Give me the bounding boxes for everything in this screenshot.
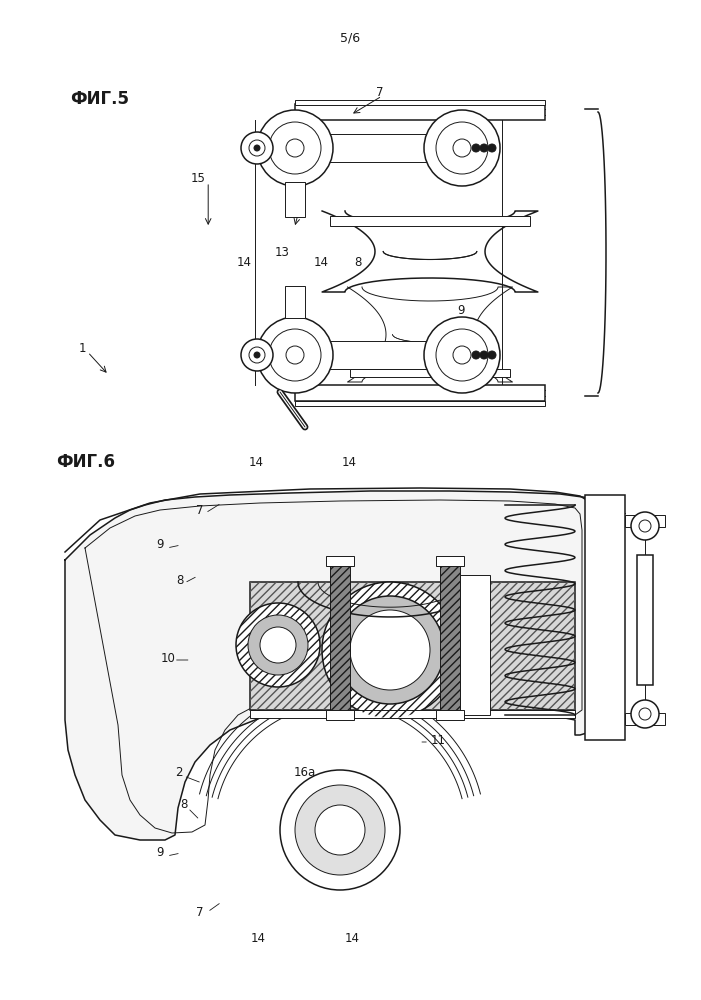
Circle shape [249,347,265,363]
Circle shape [241,132,273,164]
Text: 14: 14 [248,456,264,468]
Text: 14: 14 [313,255,329,268]
Text: 10: 10 [161,652,176,664]
Bar [295,134,476,162]
Bar [295,341,476,369]
Circle shape [257,110,333,186]
Circle shape [269,329,321,381]
Text: 11: 11 [430,734,446,746]
Polygon shape [348,287,512,382]
Text: 7: 7 [376,86,383,99]
Circle shape [480,144,488,152]
Bar [326,556,354,566]
Bar [460,575,490,715]
Text: 17a: 17a [294,616,316,630]
Circle shape [257,317,333,393]
Text: ФИГ.6: ФИГ.6 [56,453,115,471]
Bar [295,385,545,401]
Text: 7: 7 [196,504,203,516]
Circle shape [241,339,273,371]
Text: 19: 19 [292,172,308,184]
Circle shape [286,139,304,157]
Bar [250,582,575,710]
Circle shape [249,140,265,156]
Circle shape [260,627,296,663]
Bar [250,710,575,718]
Bar [440,560,460,715]
Circle shape [480,351,488,359]
Bar [295,401,545,406]
Text: ФИГ.5: ФИГ.5 [70,90,129,108]
Bar [330,560,350,715]
Text: 5/6: 5/6 [341,31,360,44]
Circle shape [322,582,458,718]
Circle shape [424,317,500,393]
Text: 9: 9 [156,846,163,859]
Bar [440,560,460,715]
Circle shape [236,603,320,687]
Circle shape [424,110,500,186]
Circle shape [488,351,496,359]
Circle shape [639,520,651,532]
Bar [330,216,530,226]
Circle shape [436,329,488,381]
Bar [350,369,510,377]
Circle shape [436,122,488,174]
Circle shape [254,145,260,151]
Bar [295,100,545,105]
Bar [625,713,665,725]
Text: 8: 8 [177,574,184,586]
Bar [285,182,305,217]
Bar [326,710,354,720]
Circle shape [248,615,308,675]
Polygon shape [322,211,538,292]
Bar [585,495,625,740]
Circle shape [631,512,659,540]
Circle shape [254,352,260,358]
Text: 7: 7 [196,906,203,918]
Circle shape [280,770,400,890]
Circle shape [472,351,480,359]
Circle shape [286,346,304,364]
Polygon shape [65,491,600,840]
Text: 14: 14 [236,255,252,268]
Circle shape [315,805,365,855]
Circle shape [453,346,471,364]
Bar [436,556,464,566]
Bar [295,104,545,120]
Text: 16a: 16a [294,766,316,780]
Text: 1: 1 [79,342,86,355]
Text: 9: 9 [458,304,465,316]
Circle shape [336,596,444,704]
Bar [250,582,575,710]
Text: 15: 15 [190,172,205,184]
Circle shape [631,700,659,728]
Text: 8: 8 [180,798,187,812]
Text: 9: 9 [156,538,163,552]
Text: 14: 14 [345,932,360,944]
Text: 8: 8 [354,255,361,268]
Bar [285,286,305,318]
Text: 14: 14 [250,932,266,944]
Text: 14: 14 [341,456,357,468]
Circle shape [350,610,430,690]
Circle shape [269,122,321,174]
Bar [436,710,464,720]
Circle shape [453,139,471,157]
Text: 13: 13 [274,245,290,258]
Bar [625,515,665,527]
Circle shape [295,785,385,875]
Circle shape [472,144,480,152]
Circle shape [639,708,651,720]
Bar [637,555,653,685]
Text: 2: 2 [175,766,182,780]
Circle shape [488,144,496,152]
Bar [330,560,350,715]
